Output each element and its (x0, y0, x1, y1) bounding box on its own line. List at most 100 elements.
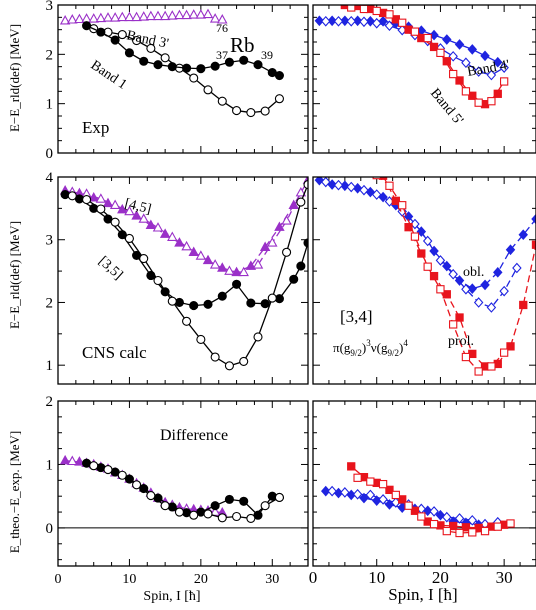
data-point-triangle (131, 11, 142, 22)
plot-area-br (321, 462, 515, 538)
data-point-diamond (314, 177, 325, 186)
axes-frame (312, 176, 536, 385)
series-mr-3 (372, 177, 509, 376)
data-point-triangle (152, 10, 164, 21)
x-tick-label: 0 (309, 568, 318, 587)
data-point-square (410, 27, 420, 36)
data-point-square (429, 42, 439, 52)
data-point-square (353, 473, 362, 482)
y-axis-label-top: E−E_rld(def) [MeV] (7, 24, 22, 132)
data-point-circle (189, 301, 199, 311)
data-point-triangle (145, 219, 157, 230)
panel-mr (312, 176, 536, 385)
data-point-diamond (473, 297, 484, 308)
data-point-diamond (486, 302, 497, 313)
data-point-diamond (321, 15, 331, 27)
data-point-triangle (267, 237, 278, 247)
data-point-circle (274, 492, 284, 503)
data-point-square (461, 523, 471, 532)
data-point-square (429, 271, 439, 281)
ticks-br (312, 400, 536, 566)
data-point-circle (282, 247, 292, 257)
data-point-square (404, 501, 413, 510)
data-point-diamond (378, 494, 388, 505)
data-point-square (493, 522, 502, 531)
data-point-diamond (448, 50, 458, 62)
panel-tl: 0 1 2 3 (46, 0, 309, 162)
y-axis-label-bot: E_theo.−E_exp. [MeV] (7, 431, 22, 554)
series-tl-0 (59, 8, 228, 25)
data-point-square (372, 6, 381, 16)
data-point-triangle (224, 265, 235, 275)
data-point-square (385, 181, 394, 190)
data-point-triangle (95, 193, 107, 203)
data-point-triangle (181, 9, 192, 20)
data-point-triangle (274, 221, 285, 231)
y-tick-label: 2 (46, 295, 54, 311)
series-line (325, 181, 518, 309)
axes-frame (312, 400, 536, 567)
data-point-diamond (371, 17, 382, 29)
data-point-circle (89, 461, 99, 471)
y-tick-label: 0 (46, 146, 54, 162)
data-point-circle (203, 299, 213, 309)
data-point-circle (110, 35, 120, 45)
data-point-circle (203, 509, 213, 519)
data-point-triangle (174, 9, 185, 20)
data-point-triangle (188, 9, 199, 19)
data-point-circle (167, 296, 177, 306)
data-point-diamond (518, 229, 528, 241)
label-prol: prol. (448, 334, 474, 349)
data-point-square (519, 300, 528, 310)
data-point-square (423, 33, 432, 43)
data-point-diamond (461, 283, 471, 295)
data-point-circle (253, 60, 263, 70)
data-point-triangle (124, 205, 135, 216)
series-tr-3 (347, 5, 509, 107)
data-point-triangle (102, 12, 114, 22)
data-point-circle (146, 43, 156, 53)
data-point-circle (132, 480, 142, 490)
data-point-diamond (359, 184, 369, 196)
data-point-circle (232, 106, 242, 116)
data-point-triangle (74, 13, 85, 24)
data-point-square (347, 462, 356, 471)
data-point-square (398, 495, 407, 504)
data-point-circle (239, 55, 249, 65)
series-ml-3 (67, 179, 308, 371)
label-band5: Band 5' (427, 86, 466, 128)
data-point-circle (210, 501, 220, 511)
data-point-triangle (295, 186, 307, 197)
ticks-tl (57, 4, 309, 154)
data-point-diamond (473, 66, 484, 77)
data-point-diamond (365, 489, 376, 501)
data-point-circle (110, 217, 120, 227)
data-point-circle (296, 261, 306, 271)
data-point-square (531, 240, 536, 249)
axes-frame (57, 176, 309, 385)
data-point-circle (239, 356, 249, 366)
axes-frame (57, 4, 309, 154)
data-point-circle (82, 195, 92, 205)
data-point-square (468, 528, 477, 537)
data-point-circle (260, 501, 270, 511)
label-35: [3,5] (95, 254, 125, 283)
nucleus-z: 37 (216, 48, 228, 62)
data-point-square (436, 48, 445, 58)
data-point-square (487, 362, 496, 371)
label-cns-calc: CNS calc (82, 343, 147, 362)
data-point-triangle (59, 454, 71, 465)
data-point-circle (124, 48, 134, 58)
x-tick-label: 10 (122, 572, 136, 587)
data-point-square (378, 479, 388, 489)
data-point-diamond (531, 213, 536, 225)
data-point-circle (224, 57, 234, 67)
panel-ml: 1 2 3 4 (46, 170, 309, 385)
data-point-triangle (238, 266, 249, 277)
data-point-triangle (209, 13, 221, 23)
data-point-triangle (124, 11, 135, 22)
data-point-circle (103, 464, 113, 475)
data-point-circle (217, 291, 227, 301)
data-point-circle (289, 274, 299, 284)
